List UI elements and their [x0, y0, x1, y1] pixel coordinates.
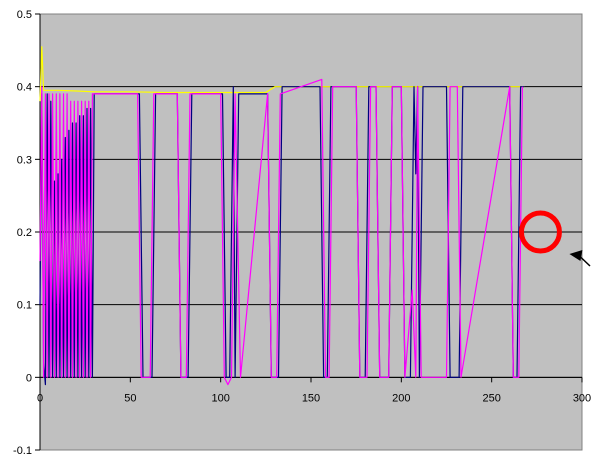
y-tick-label: 0.3: [17, 154, 32, 166]
y-tick-label: 0.5: [17, 9, 32, 21]
annotations: [518, 210, 591, 267]
y-tick-label: 0: [26, 372, 32, 384]
series-line-magenta: [39, 78, 523, 386]
x-tick-label: 50: [124, 392, 136, 404]
highlight-circle: [518, 210, 562, 254]
x-tick-label: 300: [573, 392, 591, 404]
x-tick-label: 250: [482, 392, 500, 404]
x-tick-label: 200: [392, 392, 410, 404]
series-lines: [39, 46, 525, 386]
x-tick-label: 100: [211, 392, 229, 404]
x-tick-label: 0: [37, 392, 43, 404]
annotation-arrow-head: [569, 250, 583, 261]
annotation-arrow-shaft: [578, 255, 591, 267]
y-tick-label: 0.2: [17, 227, 32, 239]
x-axis-ticks: 0 50 100 150 200 250 300: [37, 377, 591, 404]
y-axis-ticks: -0.1 0 0.1 0.2 0.3 0.4 0.5: [13, 9, 40, 457]
y-tick-label: 0.1: [17, 300, 32, 312]
y-tick-label: 0.4: [17, 82, 32, 94]
x-tick-label: 150: [302, 392, 320, 404]
y-tick-label: -0.1: [13, 445, 32, 457]
